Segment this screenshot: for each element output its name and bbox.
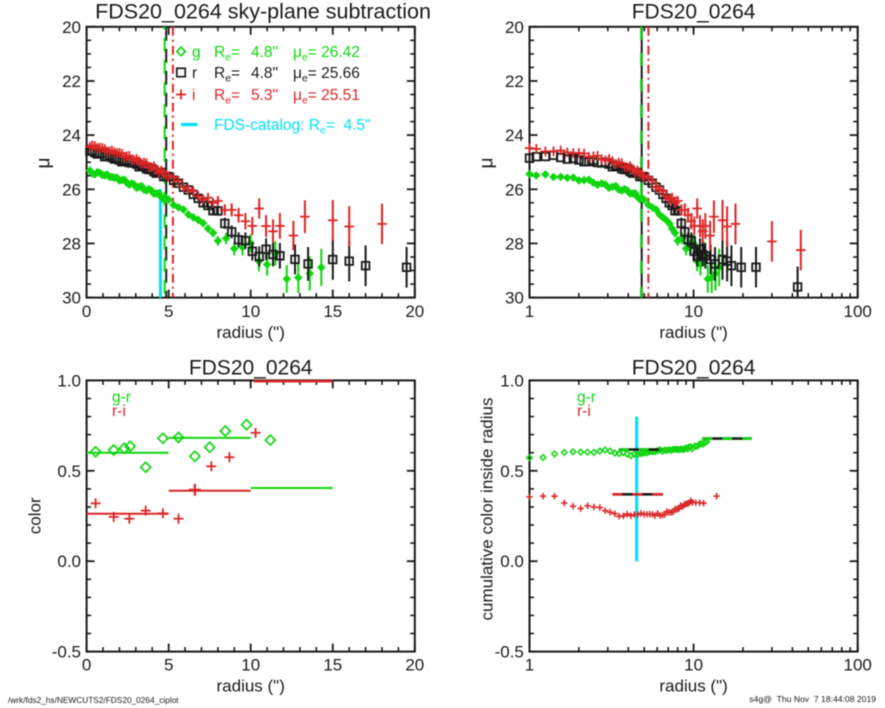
svg-text:g-r: g-r [577,389,596,406]
svg-text:color: color [26,497,45,534]
svg-text:22: 22 [62,72,81,91]
svg-text:FDS20_0264: FDS20_0264 [632,357,756,380]
svg-text:μ: μ [34,158,55,169]
svg-text:g-r: g-r [112,389,131,406]
svg-text:cumulative color inside radius: cumulative color inside radius [478,398,497,621]
svg-text:FDS-catalog: Re= 4.5": FDS-catalog: Re= 4.5" [214,117,371,137]
svg-text:28: 28 [505,234,524,253]
svg-text:1: 1 [525,302,534,321]
svg-text:10: 10 [684,656,703,675]
svg-text:20: 20 [405,302,424,321]
svg-text:24: 24 [62,126,81,145]
svg-text:/wrk/fds2_hs/NEWCUTS2/FDS20_02: /wrk/fds2_hs/NEWCUTS2/FDS20_0264_ciplot [8,695,179,705]
svg-text:20: 20 [505,18,524,37]
svg-text:-0.5: -0.5 [52,643,81,662]
svg-text:r-i: r-i [577,403,591,420]
svg-text:FDS20_0264: FDS20_0264 [632,1,756,24]
svg-text:radius ("): radius (") [659,677,727,696]
svg-text:20: 20 [62,18,81,37]
svg-text:μe= 26.42: μe= 26.42 [293,44,360,64]
svg-text:Re=: Re= [214,44,240,64]
svg-text:μe= 25.66: μe= 25.66 [293,65,360,85]
svg-text:s4g@ Thu Nov 7 18:44:08 2019: s4g@ Thu Nov 7 18:44:08 2019 [749,694,876,704]
svg-text:26: 26 [62,180,81,199]
svg-text:15: 15 [323,656,342,675]
svg-text:i: i [192,87,195,104]
svg-text:0.0: 0.0 [500,552,524,571]
svg-text:5: 5 [164,302,173,321]
svg-text:24: 24 [505,126,524,145]
svg-text:10: 10 [241,302,260,321]
svg-text:FDS20_0264: FDS20_0264 [189,357,313,380]
svg-text:1.0: 1.0 [57,371,81,390]
svg-text:5.3": 5.3" [251,87,278,104]
svg-text:10: 10 [241,656,260,675]
svg-text:μe= 25.51: μe= 25.51 [293,87,360,107]
svg-text:100: 100 [844,656,872,675]
svg-text:-0.5: -0.5 [495,643,524,662]
svg-text:10: 10 [684,302,703,321]
svg-text:30: 30 [505,289,524,308]
svg-text:30: 30 [62,289,81,308]
svg-text:0: 0 [82,656,91,675]
svg-text:4.8": 4.8" [251,65,278,82]
svg-text:26: 26 [505,180,524,199]
svg-text:20: 20 [405,656,424,675]
svg-text:1: 1 [525,656,534,675]
svg-text:0: 0 [82,302,91,321]
svg-text:g: g [192,44,201,61]
svg-text:4.8": 4.8" [251,44,278,61]
svg-text:radius ("): radius (") [217,323,285,342]
svg-text:radius ("): radius (") [659,323,727,342]
svg-text:Re=: Re= [214,65,240,85]
svg-text:FDS20_0264 sky-plane subtracti: FDS20_0264 sky-plane subtraction [95,0,431,24]
svg-text:radius ("): radius (") [217,677,285,696]
svg-text:Re=: Re= [214,87,240,107]
svg-text:15: 15 [323,302,342,321]
svg-text:0.5: 0.5 [57,462,81,481]
svg-text:r: r [192,65,197,82]
svg-text:100: 100 [844,302,872,321]
svg-text:0.5: 0.5 [500,462,524,481]
svg-text:0.0: 0.0 [57,552,81,571]
svg-text:1.0: 1.0 [500,371,524,390]
svg-text:22: 22 [505,72,524,91]
svg-text:28: 28 [62,234,81,253]
svg-text:μ: μ [476,158,497,169]
svg-text:5: 5 [164,656,173,675]
svg-text:r-i: r-i [112,403,126,420]
